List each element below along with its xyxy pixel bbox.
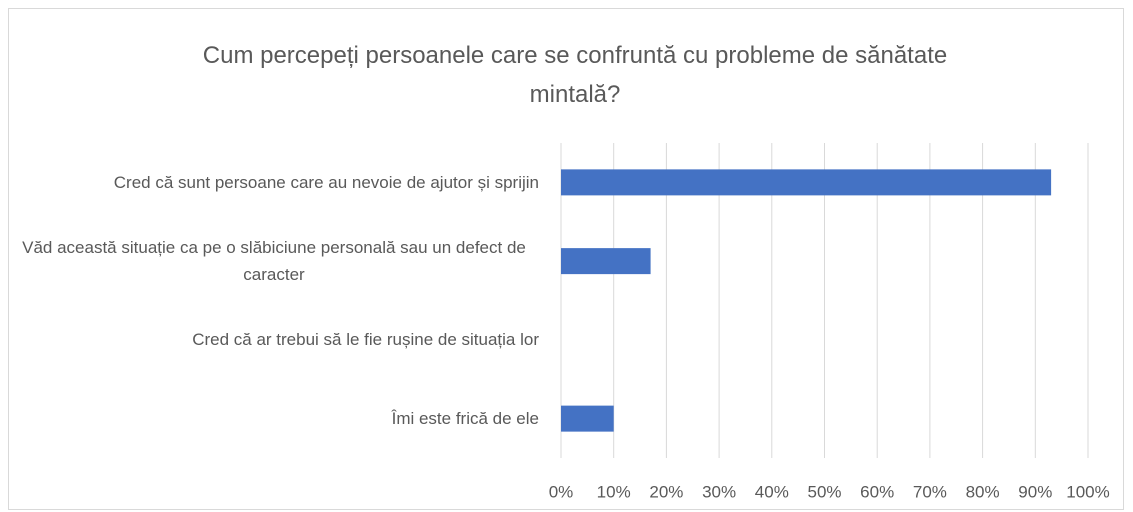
x-tick-label: 70%: [913, 482, 947, 501]
x-tick-label: 50%: [807, 482, 841, 501]
x-tick-label: 90%: [1018, 482, 1052, 501]
x-tick-label: 10%: [597, 482, 631, 501]
y-tick-label: Cred că sunt persoane care au nevoie de …: [113, 172, 539, 192]
category-label-box: Văd această situație ca pe o slăbiciune …: [9, 231, 539, 291]
y-tick-label: Cred că ar trebui să le fie rușine de si…: [192, 330, 539, 350]
y-tick-label: Văd această situație ca pe o slăbiciune …: [22, 238, 526, 285]
chart-frame: [8, 8, 1124, 510]
x-tick-label: 40%: [755, 482, 789, 501]
y-tick-label: Îmi este frică de ele: [391, 409, 539, 429]
x-tick-label: 20%: [649, 482, 683, 501]
chart-title: Cum percepeți persoanele care se confrun…: [202, 42, 948, 108]
x-tick-label: 0%: [549, 482, 574, 501]
category-label-box: Cred că sunt persoane care au nevoie de …: [9, 152, 539, 212]
category-label-box: Îmi este frică de ele: [9, 389, 539, 449]
x-tick-label: 30%: [702, 482, 736, 501]
category-label-box: Cred că ar trebui să le fie rușine de si…: [9, 310, 539, 370]
bar: [561, 405, 614, 432]
x-tick-label: 60%: [860, 482, 894, 501]
bar: [561, 248, 651, 275]
x-tick-label: 100%: [1066, 482, 1109, 501]
x-tick-label: 80%: [966, 482, 1000, 501]
bar: [561, 169, 1052, 196]
